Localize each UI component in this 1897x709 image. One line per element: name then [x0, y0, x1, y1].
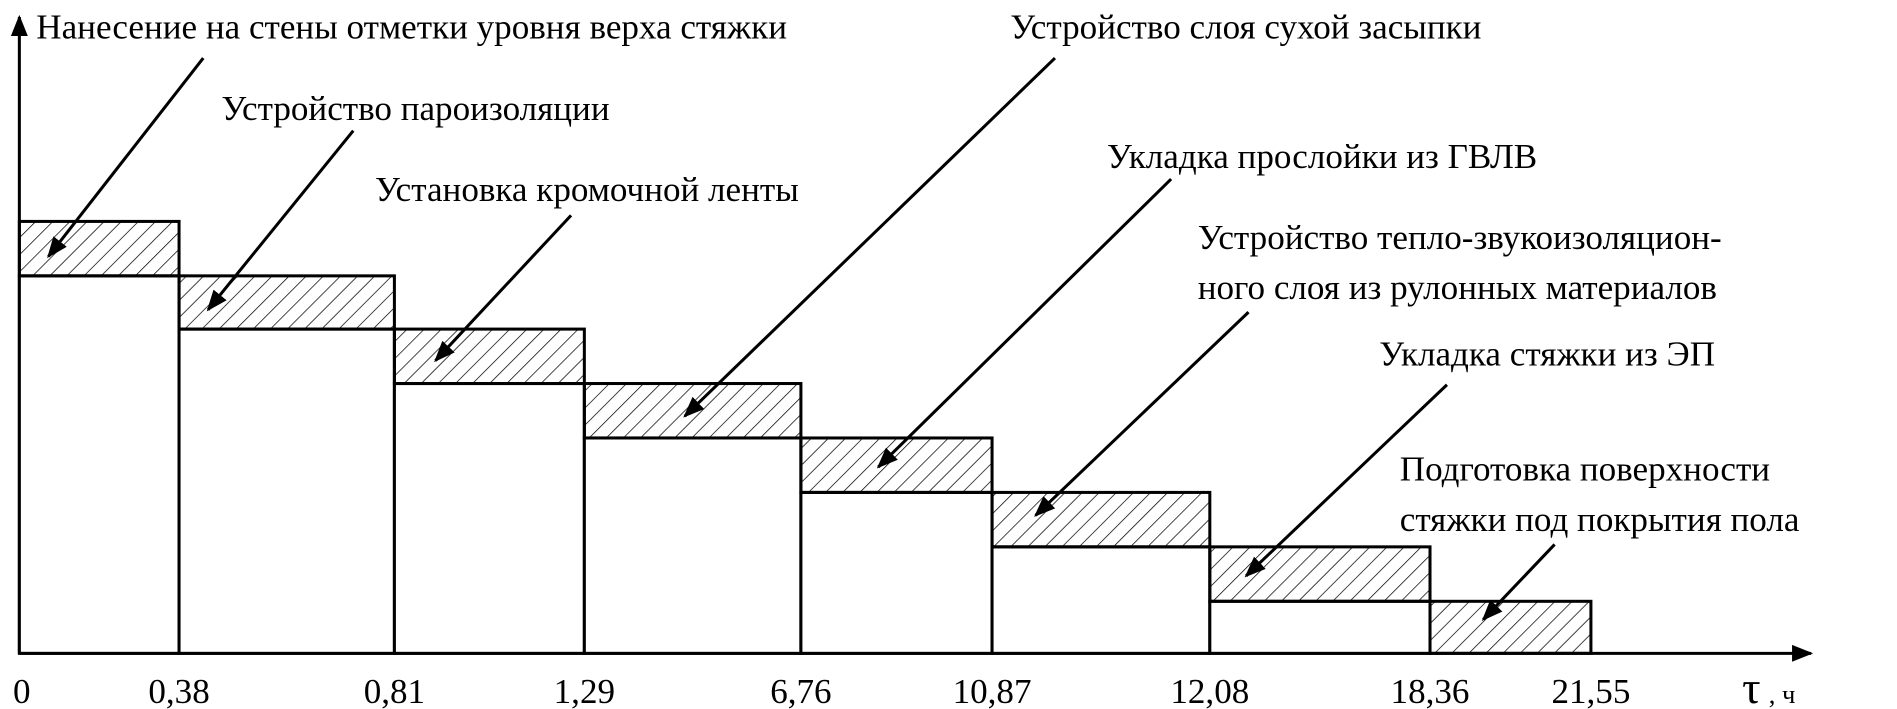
step-hatch	[1428, 599, 1593, 655]
arrow	[1244, 383, 1448, 578]
label: Нанесение на стены отметки уровня верха …	[36, 8, 787, 47]
arrow	[47, 57, 205, 259]
arrow	[683, 57, 1057, 418]
x-tick-label: 21,55	[1551, 672, 1630, 709]
x-tick-label: 0,81	[364, 672, 425, 709]
step-hatch	[582, 382, 803, 440]
label: Укладка прослойки из ГВЛВ	[1107, 137, 1537, 176]
x-ticks: 0 0,38 0,81 1,29 6,76 10,87 12,08 18,36 …	[13, 672, 1630, 709]
x-tick-label: 12,08	[1170, 672, 1249, 709]
x-axis-symbol: τ	[1742, 662, 1760, 709]
step	[1208, 599, 1432, 655]
arrow	[434, 214, 573, 363]
step-hatch	[392, 327, 586, 386]
label: Устройство слоя сухой засыпки	[1010, 8, 1481, 47]
x-tick-label: 0	[13, 672, 31, 709]
step	[177, 327, 396, 655]
step	[392, 382, 586, 655]
arrow	[1481, 543, 1556, 621]
label: стяжки под покрытия пола	[1400, 500, 1800, 539]
step	[990, 545, 1212, 655]
arrows	[47, 57, 1556, 621]
step-hatch	[799, 436, 994, 494]
label: Установка кромочной ленты	[375, 170, 799, 209]
label: Подготовка поверхности	[1400, 449, 1770, 488]
arrow	[206, 129, 355, 312]
x-tick-label: 6,76	[770, 672, 831, 709]
step-hatch	[990, 490, 1212, 549]
label: Укладка стяжки из ЭП	[1379, 334, 1715, 373]
step-hatch	[1208, 545, 1432, 603]
x-tick-label: 18,36	[1391, 672, 1470, 709]
label: Устройство пароизоляции	[221, 89, 609, 128]
step-hatch	[177, 274, 396, 331]
x-tick-label: 1,29	[554, 672, 615, 709]
steps	[17, 219, 1593, 655]
arrow	[876, 177, 1173, 469]
step	[17, 274, 181, 655]
x-axis-unit: , ч	[1769, 679, 1796, 709]
step	[799, 490, 994, 655]
step-hatch	[17, 219, 181, 278]
label: ного слоя из рулонных материалов	[1198, 268, 1717, 307]
x-tick-label: 10,87	[953, 672, 1032, 709]
step	[582, 436, 803, 655]
arrow	[1034, 311, 1250, 517]
x-tick-label: 0,38	[148, 672, 209, 709]
label: Устройство тепло-звукоизоляцион-	[1198, 218, 1722, 257]
